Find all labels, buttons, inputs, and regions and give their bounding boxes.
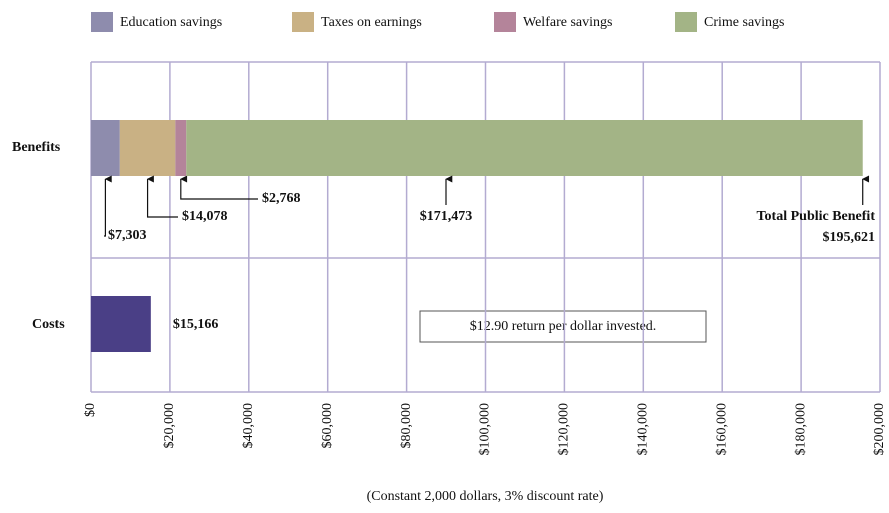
x-tick-label: $120,000 <box>557 403 572 456</box>
data-label: $7,303 <box>108 228 147 243</box>
leader-line <box>104 175 112 237</box>
legend-label: Taxes on earnings <box>321 15 422 30</box>
legend-swatch <box>91 12 113 32</box>
total-label: Total Public Benefit <box>757 209 876 224</box>
x-tick-label: $0 <box>83 403 98 417</box>
x-axis-label: (Constant 2,000 dollars, 3% discount rat… <box>367 489 604 504</box>
x-tick-label: $180,000 <box>793 403 808 456</box>
category-label: Costs <box>32 317 65 332</box>
leader-line <box>146 175 178 218</box>
x-tick-label: $200,000 <box>872 403 887 456</box>
x-tick-label: $100,000 <box>478 403 493 456</box>
data-label: $14,078 <box>182 209 228 224</box>
leader-line <box>180 175 258 200</box>
annotation-box <box>419 310 707 343</box>
x-tick-label: $40,000 <box>241 403 256 449</box>
x-tick-label: $80,000 <box>399 403 414 449</box>
legend-swatch <box>675 12 697 32</box>
legend-label: Welfare savings <box>523 15 612 30</box>
x-tick-label: $60,000 <box>320 403 335 449</box>
legend-label: Education savings <box>120 15 222 30</box>
bar <box>91 296 151 352</box>
data-label: $171,473 <box>420 209 473 224</box>
x-tick-label: $160,000 <box>714 403 729 456</box>
bar-segment <box>186 120 863 176</box>
legend-label: Crime savings <box>704 15 785 30</box>
legend-swatch <box>494 12 516 32</box>
x-tick-label: $20,000 <box>162 403 177 449</box>
x-tick-label: $140,000 <box>636 403 651 456</box>
total-value: $195,621 <box>823 230 876 245</box>
data-label: $15,166 <box>173 317 219 332</box>
annotation: $12.90 return per dollar invested. <box>470 319 657 334</box>
data-label: $2,768 <box>262 191 301 206</box>
category-label: Benefits <box>12 140 61 155</box>
legend-swatch <box>292 12 314 32</box>
bar-segment <box>119 120 176 176</box>
bar-segment <box>175 120 187 176</box>
bar-segment <box>91 120 120 176</box>
